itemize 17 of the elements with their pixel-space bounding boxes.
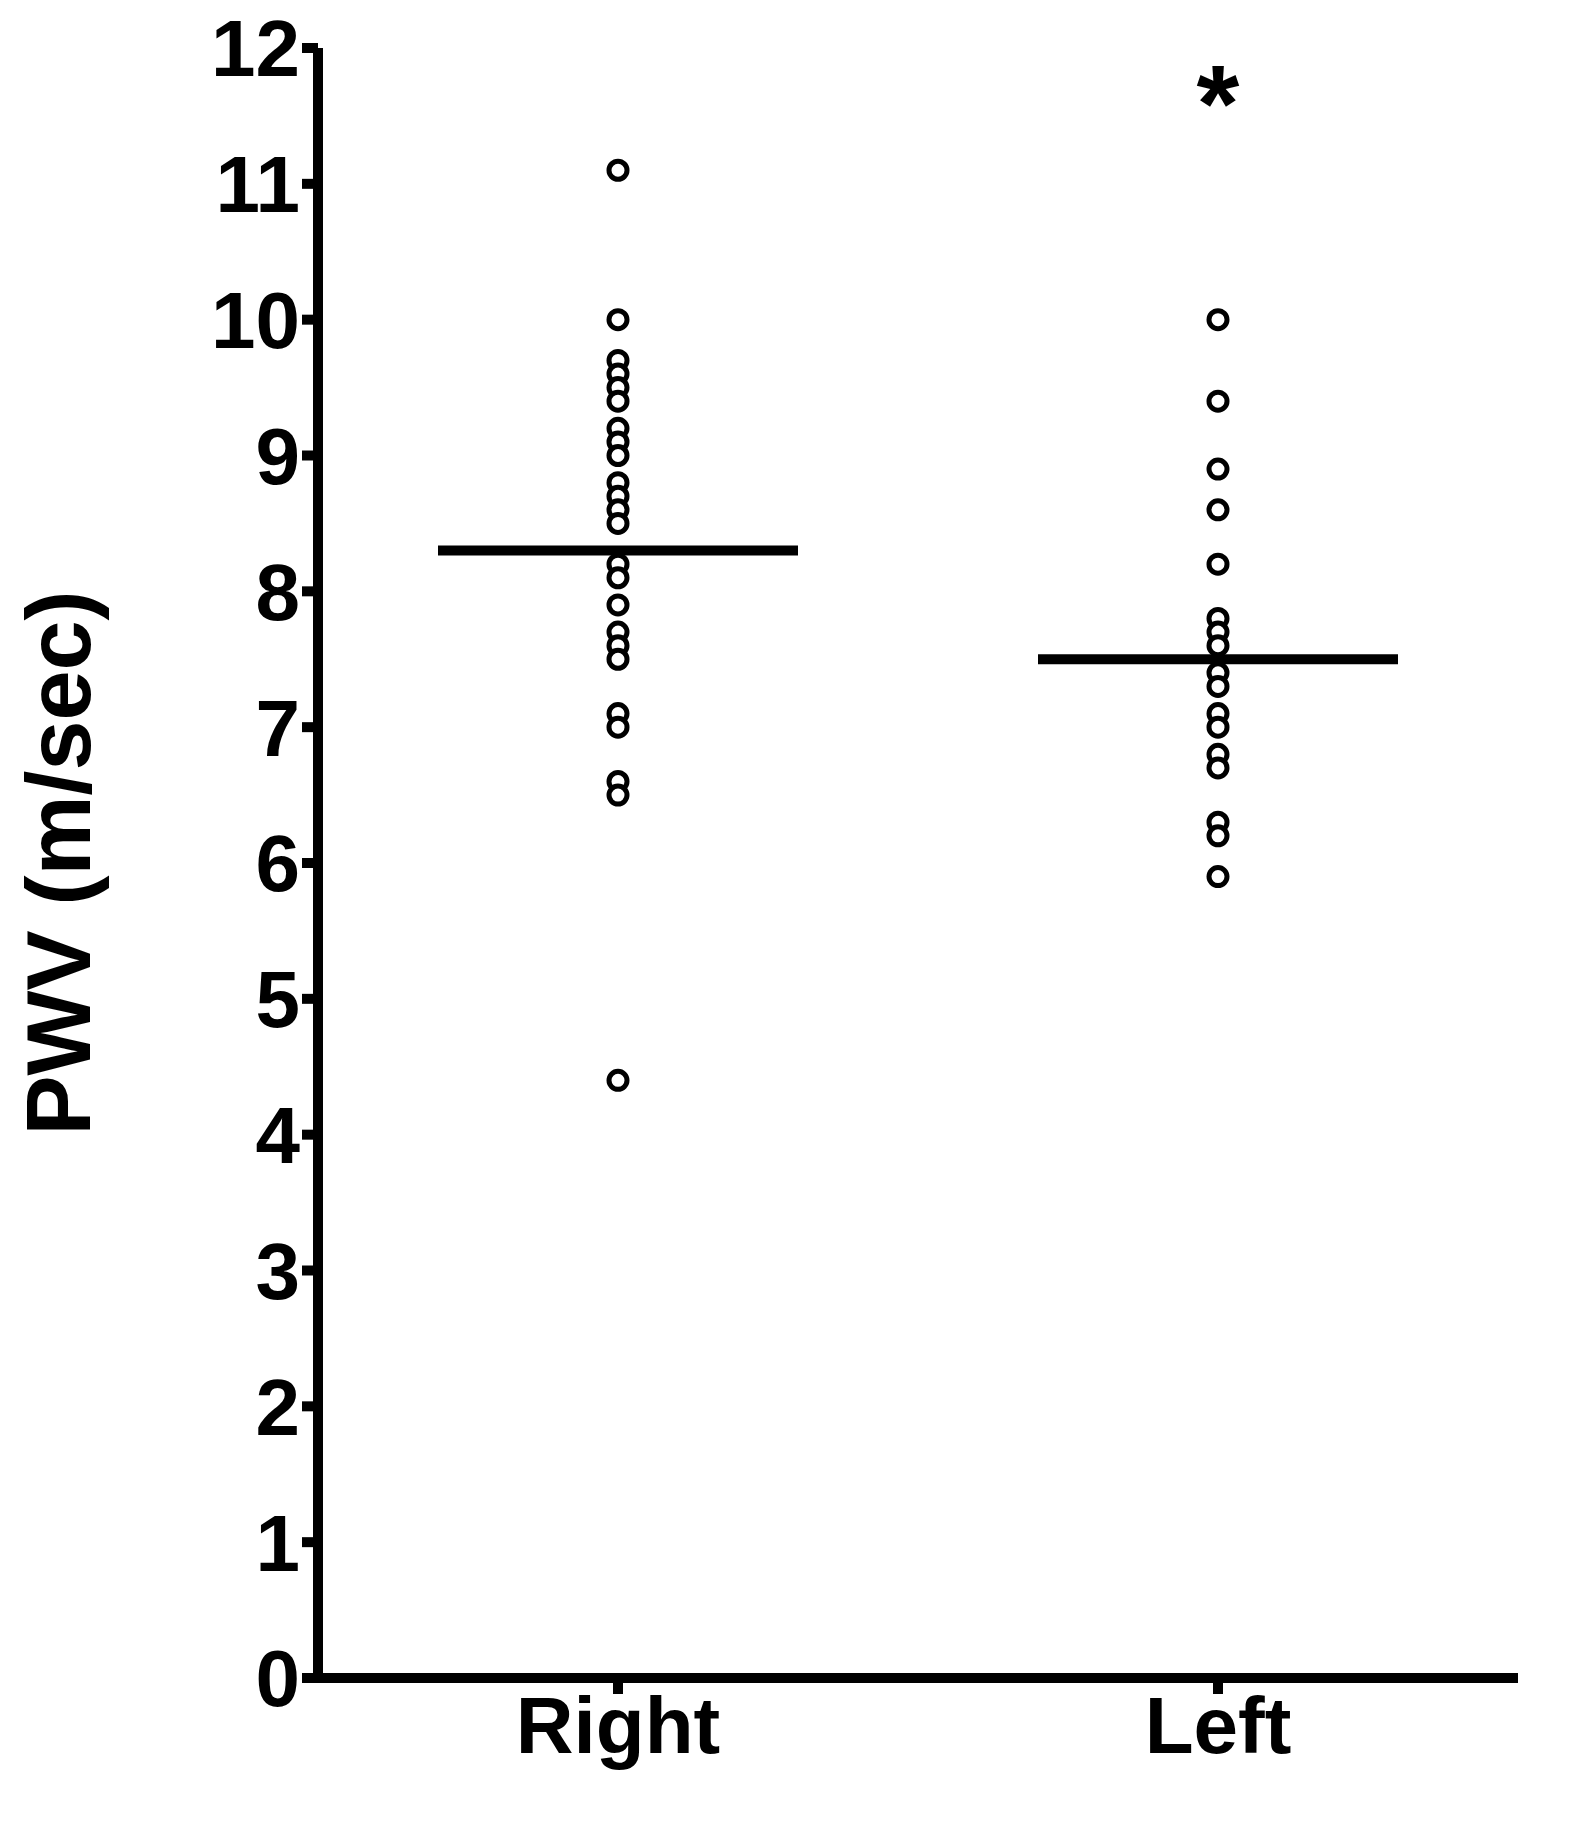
y-tick-label: 10 — [211, 276, 300, 366]
y-tick-label: 7 — [255, 683, 300, 773]
x-tick-label: Right — [515, 1680, 721, 1770]
x-tick-label: Left — [1144, 1680, 1292, 1770]
annotation: * — [1195, 41, 1241, 164]
y-tick-label: 2 — [255, 1362, 300, 1452]
y-axis-title: PWV (m/sec) — [8, 590, 109, 1136]
y-tick-label: 5 — [255, 955, 300, 1045]
y-tick-label: 9 — [255, 411, 300, 501]
y-tick-label: 11 — [215, 140, 300, 230]
y-tick-label: 0 — [255, 1634, 300, 1724]
y-tick-label: 8 — [255, 547, 300, 637]
y-tick-label: 6 — [255, 819, 300, 909]
y-tick-label: 12 — [211, 4, 300, 94]
y-tick-label: 4 — [255, 1091, 301, 1181]
y-tick-label: 3 — [255, 1226, 300, 1316]
y-tick-label: 1 — [255, 1498, 300, 1588]
